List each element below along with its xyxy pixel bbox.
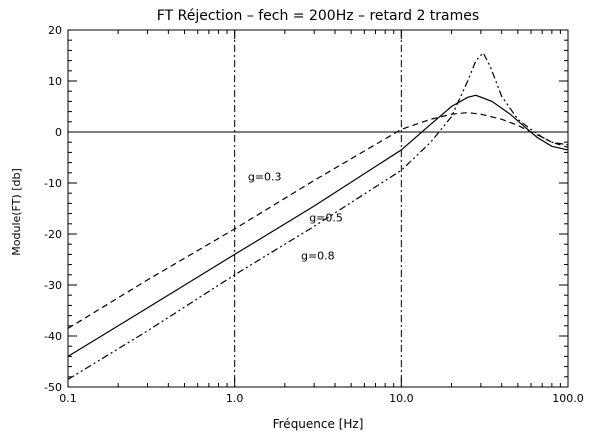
y-tick-label: -20 — [44, 228, 62, 241]
series-line-g-0-3 — [67, 111, 569, 329]
x-tick-label: 100.0 — [552, 392, 584, 405]
y-tick-label: 10 — [48, 75, 62, 88]
y-tick-label: 0 — [55, 126, 62, 139]
y-tick-label: -30 — [44, 279, 62, 292]
x-axis-label: Fréquence [Hz] — [273, 417, 364, 431]
plot-frame — [67, 29, 569, 388]
y-tick-label: -10 — [44, 177, 62, 190]
y-axis-label: Module(FT) [db] — [10, 168, 23, 255]
y-tick-label: -50 — [44, 381, 62, 394]
series-annotation: g=0.8 — [301, 250, 335, 263]
series-line-g-0-5 — [67, 94, 569, 357]
series-annotation: g=0.3 — [248, 170, 282, 183]
plot-area: -50 -40 -30 -20 -10 0 10 20 0.1 1.0 10.0 100.0 g=0.3… — [44, 24, 584, 405]
x-tick-label: 10.0 — [389, 392, 414, 405]
y-tick-label: 20 — [48, 24, 62, 37]
series-annotation: g=0.5 — [309, 211, 343, 224]
chart-title: FT Réjection – fech = 200Hz – retard 2 t… — [157, 8, 479, 24]
y-tick-label: -40 — [44, 330, 62, 343]
x-tick-label: 0.1 — [59, 392, 77, 405]
series-line-g-0-8 — [67, 51, 569, 380]
x-tick-label: 1.0 — [226, 392, 244, 405]
